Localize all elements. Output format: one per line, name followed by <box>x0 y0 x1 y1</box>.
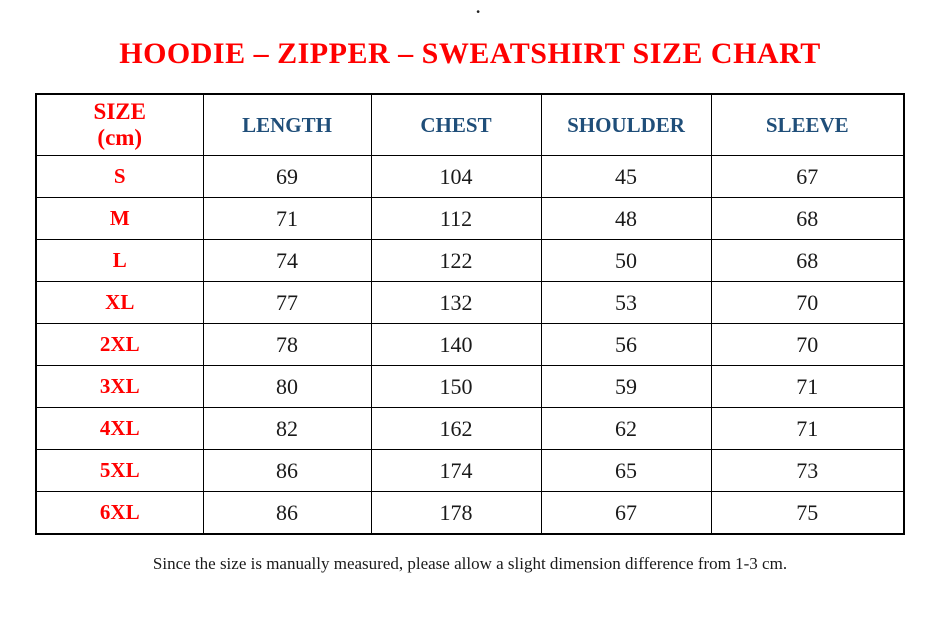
cell-chest: 112 <box>370 197 542 240</box>
table-row: S 69 104 45 67 <box>35 155 905 198</box>
cell-size: L <box>35 239 204 282</box>
cell-chest: 150 <box>370 365 542 408</box>
cell-chest: 178 <box>370 491 542 535</box>
cell-sleeve: 71 <box>710 365 905 408</box>
table-row: XL 77 132 53 70 <box>35 281 905 324</box>
cell-shoulder: 50 <box>540 239 712 282</box>
cell-size: 4XL <box>35 407 204 450</box>
cell-chest: 104 <box>370 155 542 198</box>
size-chart-table: SIZE (cm) LENGTH CHEST SHOULDER SLEEVE S… <box>35 93 905 535</box>
cell-sleeve: 68 <box>710 197 905 240</box>
cell-length: 74 <box>202 239 372 282</box>
cell-shoulder: 56 <box>540 323 712 366</box>
stray-dot: . <box>476 0 481 17</box>
cell-chest: 122 <box>370 239 542 282</box>
cell-length: 69 <box>202 155 372 198</box>
cell-shoulder: 67 <box>540 491 712 535</box>
table-row: 6XL 86 178 67 75 <box>35 491 905 535</box>
header-size-line1: SIZE <box>93 98 146 124</box>
cell-length: 86 <box>202 491 372 535</box>
cell-chest: 162 <box>370 407 542 450</box>
footer-note: Since the size is manually measured, ple… <box>152 554 788 573</box>
cell-sleeve: 73 <box>710 449 905 492</box>
cell-length: 86 <box>202 449 372 492</box>
header-chest: CHEST <box>370 93 542 156</box>
table-row: M 71 112 48 68 <box>35 197 905 240</box>
cell-length: 71 <box>202 197 372 240</box>
header-size-line2: (cm) <box>97 125 143 150</box>
cell-size: XL <box>35 281 204 324</box>
cell-sleeve: 68 <box>710 239 905 282</box>
cell-shoulder: 45 <box>540 155 712 198</box>
table-row: 5XL 86 174 65 73 <box>35 449 905 492</box>
cell-sleeve: 71 <box>710 407 905 450</box>
cell-length: 78 <box>202 323 372 366</box>
page-title: HOODIE – ZIPPER – SWEATSHIRT SIZE CHART <box>119 37 821 70</box>
cell-sleeve: 67 <box>710 155 905 198</box>
cell-shoulder: 59 <box>540 365 712 408</box>
cell-size: 3XL <box>35 365 204 408</box>
cell-sleeve: 75 <box>710 491 905 535</box>
cell-length: 80 <box>202 365 372 408</box>
header-row: SIZE (cm) LENGTH CHEST SHOULDER SLEEVE <box>35 93 905 156</box>
header-length: LENGTH <box>202 93 372 156</box>
cell-chest: 174 <box>370 449 542 492</box>
cell-size: 6XL <box>35 491 204 535</box>
cell-length: 77 <box>202 281 372 324</box>
cell-chest: 140 <box>370 323 542 366</box>
cell-shoulder: 48 <box>540 197 712 240</box>
table-row: L 74 122 50 68 <box>35 239 905 282</box>
cell-sleeve: 70 <box>710 281 905 324</box>
cell-size: 5XL <box>35 449 204 492</box>
cell-size: S <box>35 155 204 198</box>
cell-shoulder: 62 <box>540 407 712 450</box>
table-row: 3XL 80 150 59 71 <box>35 365 905 408</box>
cell-shoulder: 53 <box>540 281 712 324</box>
cell-sleeve: 70 <box>710 323 905 366</box>
header-sleeve: SLEEVE <box>710 93 905 156</box>
cell-chest: 132 <box>370 281 542 324</box>
cell-size: M <box>35 197 204 240</box>
header-shoulder: SHOULDER <box>540 93 712 156</box>
table-row: 4XL 82 162 62 71 <box>35 407 905 450</box>
cell-length: 82 <box>202 407 372 450</box>
cell-size: 2XL <box>35 323 204 366</box>
table-row: 2XL 78 140 56 70 <box>35 323 905 366</box>
header-size: SIZE (cm) <box>35 93 204 156</box>
cell-shoulder: 65 <box>540 449 712 492</box>
